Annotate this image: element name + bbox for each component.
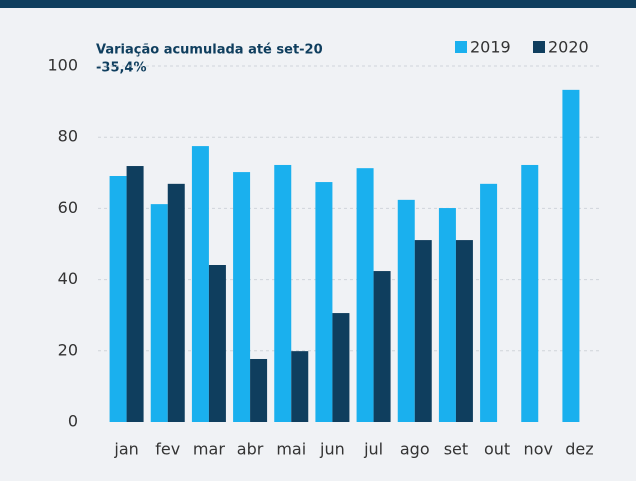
x-tick-label: jun [319,440,345,459]
bar [562,89,580,423]
x-tick-label: jul [363,440,383,459]
bar [315,182,333,422]
x-tick-label: mar [193,440,225,459]
bar [233,172,251,422]
y-tick-label: 80 [58,127,78,146]
legend-swatch [455,41,467,53]
annotation: Variação acumulada até set-20 [96,43,323,58]
y-tick-label: 60 [58,198,78,217]
y-tick-label: 0 [68,412,78,431]
x-tick-label: fev [155,440,180,459]
bar [126,166,144,422]
legend-swatch [533,41,545,53]
x-tick-label: set [444,440,468,459]
x-tick-label: ago [400,440,430,459]
bar [208,265,226,422]
bar [521,164,539,422]
x-tick-label: dez [565,440,593,459]
bar [356,168,374,422]
bar [274,164,292,422]
bar [291,351,309,422]
bar [480,183,498,422]
annotation: -35,4% [96,61,147,76]
x-tick-label: abr [237,440,264,459]
y-tick-label: 20 [58,340,78,359]
bar [373,271,391,422]
x-tick-label: mai [276,440,306,459]
bar [455,240,473,422]
bar [438,208,456,422]
x-tick-label: out [484,440,510,459]
legend-label: 2020 [548,38,589,57]
bar [250,358,268,422]
header-band [0,0,636,8]
x-tick-label: jan [113,440,138,459]
bar [332,313,350,422]
bar [150,204,168,422]
bar [109,176,127,422]
y-tick-label: 100 [47,56,78,75]
x-tick-label: nov [524,440,553,459]
y-tick-label: 40 [58,269,78,288]
bar [414,240,432,422]
bar [191,146,209,422]
bar [167,183,185,422]
legend-label: 2019 [470,38,511,57]
bar [397,199,415,422]
